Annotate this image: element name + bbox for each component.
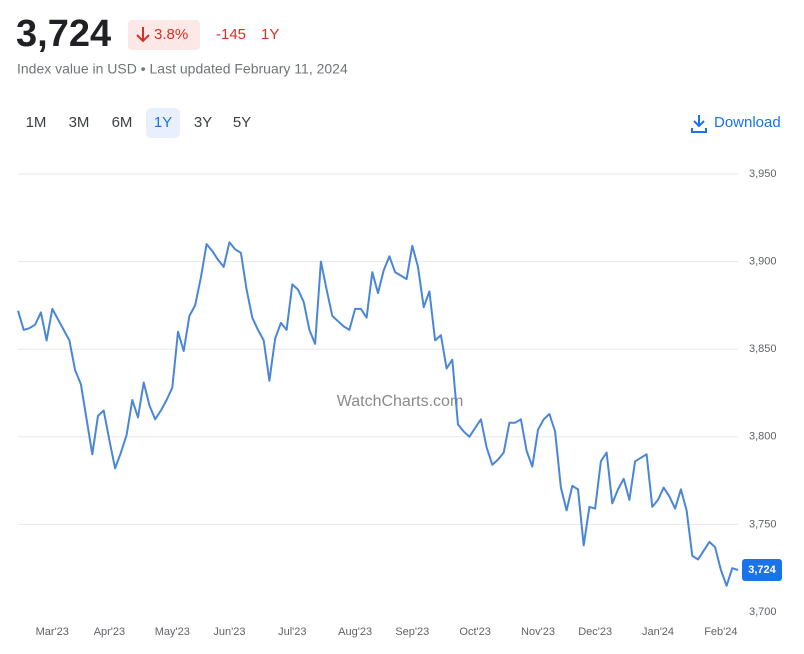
range-button[interactable]: 6M — [112, 114, 133, 131]
change-pct: 3.8% — [154, 26, 188, 43]
x-tick-label: Nov'23 — [521, 626, 555, 638]
download-label[interactable]: Download — [714, 114, 781, 131]
change-abs: -145 — [216, 26, 246, 43]
y-tick-label: 3,700 — [749, 606, 777, 618]
range-button[interactable]: 5Y — [233, 114, 251, 131]
x-tick-label: Sep'23 — [395, 626, 429, 638]
x-tick-label: Dec'23 — [578, 626, 612, 638]
range-button[interactable]: 3Y — [194, 114, 212, 131]
x-tick-label: Feb'24 — [704, 626, 737, 638]
download-icon — [691, 115, 707, 133]
y-tick-label: 3,950 — [749, 168, 777, 180]
watermark: WatchCharts.com — [337, 393, 464, 410]
x-tick-label: Oct'23 — [459, 626, 490, 638]
down-arrow — [136, 27, 150, 43]
price: 3,724 — [16, 13, 111, 55]
x-tick-label: Jun'23 — [213, 626, 245, 638]
y-tick-label: 3,900 — [749, 256, 777, 268]
current-value-badge — [742, 558, 782, 581]
range-button-bg — [146, 108, 180, 138]
price-line — [17, 241, 739, 587]
x-tick-label: Jul'23 — [278, 626, 306, 638]
x-tick-label: Apr'23 — [94, 626, 125, 638]
change-period: 1Y — [261, 26, 279, 43]
x-tick-label: May'23 — [155, 626, 190, 638]
x-tick-label: Jan'24 — [642, 626, 674, 638]
x-tick-label: Aug'23 — [338, 626, 372, 638]
y-tick-label: 3,750 — [749, 518, 777, 530]
change-badge — [128, 20, 200, 50]
y-tick-label: 3,850 — [749, 343, 777, 355]
range-button[interactable]: 1M — [26, 114, 47, 131]
y-tick-label: 3,800 — [749, 431, 777, 443]
subtitle: Index value in USD • Last updated Februa… — [17, 61, 348, 77]
range-button[interactable]: 1Y — [154, 114, 172, 131]
download-button[interactable]: Download — [691, 114, 781, 133]
x-tick-label: Mar'23 — [36, 626, 69, 638]
current-value-label: 3,724 — [748, 564, 776, 576]
range-button[interactable]: 3M — [69, 114, 90, 131]
